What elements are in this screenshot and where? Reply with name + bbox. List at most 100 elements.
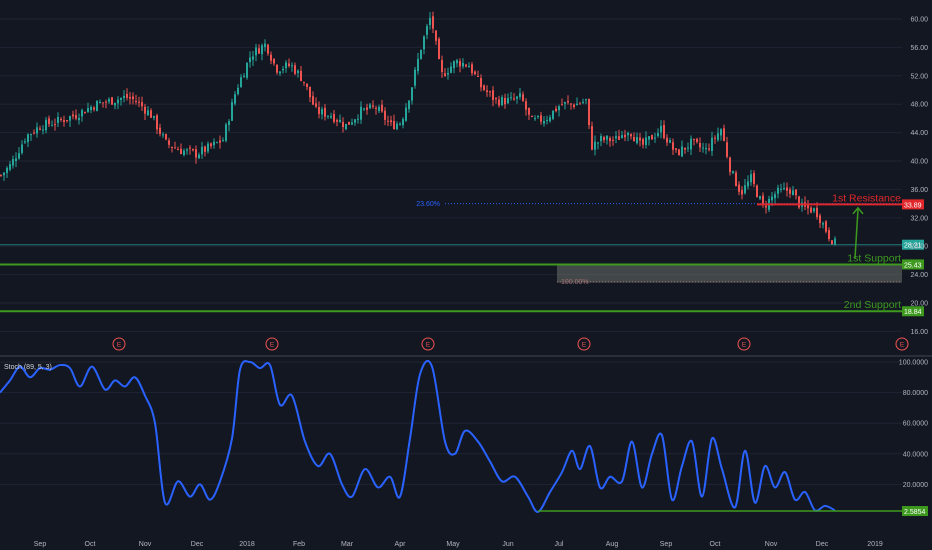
candle-body [336,120,338,122]
candle-body [699,143,701,148]
time-tick-label: Oct [85,541,96,548]
candle-body [48,118,50,125]
earnings-marker[interactable]: E [577,337,591,351]
candle-body [153,115,155,118]
stoch-line [0,359,836,513]
candle-body [642,139,644,145]
candle-body [162,134,164,136]
candle-body [447,72,449,75]
candle-body [732,171,734,174]
candle-body [261,45,263,55]
candle-body [774,194,776,199]
candle-body [738,184,740,192]
candle-body [159,127,161,134]
candle-body [438,38,440,59]
candle-body [810,207,812,213]
candle-body [417,58,419,72]
candle-body [348,121,350,125]
candle-body [483,85,485,90]
fib-100-label: 100.00% [561,279,589,286]
price-grid [0,18,902,332]
earnings-marker[interactable]: E [112,337,126,351]
time-tick-label: Sep [660,541,673,548]
time-tick-label: Nov [139,541,152,548]
candle-body [612,139,614,141]
candle-body [378,106,380,111]
candle-body [519,93,521,97]
price-tick-label: 28.00 [910,244,928,251]
price-tick-label: 36.00 [910,187,928,194]
candle-body [576,103,578,106]
price-tick-label: 44.00 [910,130,928,137]
candle-body [582,101,584,103]
last-price-badge [902,239,924,250]
time-tick-label: Feb [293,541,305,548]
candle-body [135,100,137,102]
candle-body [360,106,362,120]
stoch-indicator-title[interactable]: Stoch (89, 5, 3) [4,364,52,371]
candle-body [411,87,413,101]
candle-body [330,116,332,118]
time-tick-label: Jul [555,541,564,548]
earnings-marker-ring [737,337,751,351]
candle-body [174,147,176,149]
candle-body [675,148,677,150]
earnings-marker[interactable]: E [265,337,279,351]
candle-body [663,124,665,139]
level-label: 1st Support [847,252,901,264]
candle-body [477,76,479,78]
candle-body [402,119,404,126]
level-label: 2nd Support [844,299,901,311]
candle-body [669,140,671,143]
candle-body [465,64,467,67]
candle-body [702,147,704,149]
earnings-marker[interactable]: E [421,337,435,351]
candle-body [327,115,329,117]
candle-body [678,149,680,156]
earnings-marker-label: E [742,342,747,349]
candle-body [537,115,539,118]
candle-body [654,137,656,139]
candle-body [432,16,434,29]
candle-body [831,240,833,245]
candle-body [339,119,341,123]
candle-body [771,196,773,201]
earnings-marker[interactable]: E [895,337,909,351]
candle-body [111,97,113,105]
candle-body [531,116,533,118]
candle-body [36,127,38,134]
candle-body [819,215,821,224]
candle-body [750,174,752,183]
earnings-marker[interactable]: E [737,337,751,351]
candle-body [219,140,221,143]
candle-body [618,136,620,140]
candle-body [591,126,593,150]
candle-body [138,101,140,103]
stoch-axis: 100.0000 80.0000 60.0000 40.0000 20.0000 [899,360,928,489]
candle-body [474,71,476,75]
price-tick-label: 16.00 [910,329,928,336]
candle-body [117,99,119,104]
earnings-marker-ring [112,337,126,351]
candle-body [615,136,617,139]
candle-body [822,223,824,225]
candle-body [114,102,116,106]
candle-body [639,137,641,141]
candle-body [435,30,437,41]
candle-body [51,125,53,127]
projection-arrowhead [852,206,864,215]
candle-body [264,43,266,47]
candle-body [69,116,71,121]
time-tick-label: Oct [710,541,721,548]
candle-body [627,132,629,136]
candle-body [609,137,611,142]
earnings-marker-label: E [426,342,431,349]
earnings-marker-label: E [900,342,905,349]
candle-body [87,108,89,112]
candle-body [120,98,122,100]
candle-body [660,125,662,133]
time-tick-label: 2018 [239,541,255,548]
candle-body [3,172,5,176]
candle-body [63,120,65,122]
